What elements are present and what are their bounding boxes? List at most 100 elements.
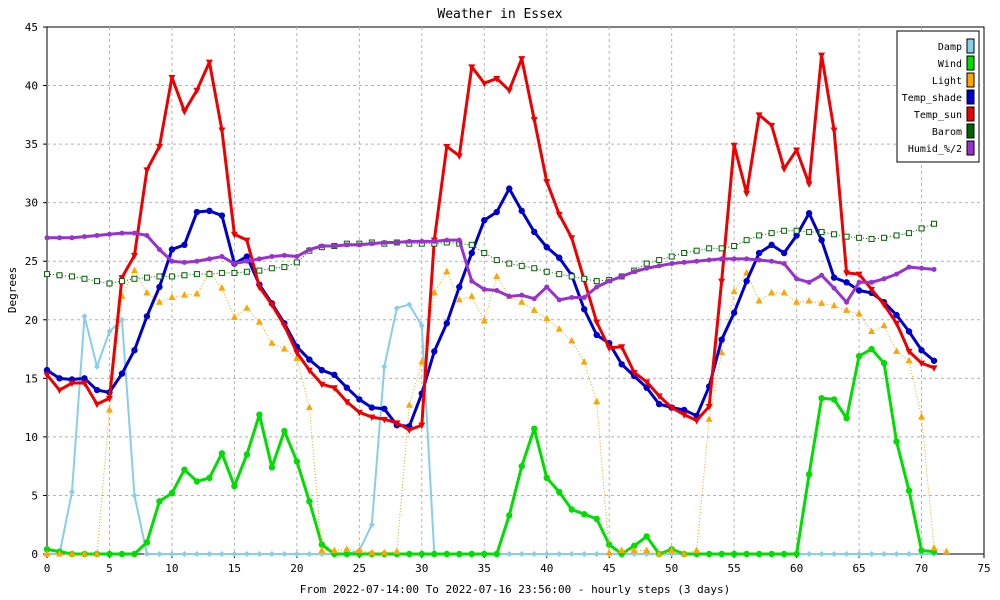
data-point (818, 299, 826, 306)
data-point (394, 239, 400, 245)
legend-label: Barom (932, 127, 962, 138)
data-point (218, 127, 226, 135)
data-point (181, 551, 188, 557)
data-point (156, 283, 163, 291)
data-point (356, 242, 362, 248)
data-point (480, 316, 488, 324)
data-point (218, 551, 225, 557)
data-point (443, 550, 450, 558)
data-point (855, 309, 863, 317)
data-point (294, 254, 300, 260)
data-point (868, 327, 876, 334)
data-point (243, 253, 251, 260)
data-point (518, 551, 525, 557)
data-point (543, 551, 550, 557)
legend-label: Light (932, 76, 962, 87)
data-point (730, 287, 738, 295)
legend-label: Damp (938, 42, 962, 53)
data-point (555, 325, 563, 332)
data-point (293, 458, 301, 465)
data-point (593, 397, 601, 405)
data-point (56, 235, 62, 241)
data-point (769, 258, 775, 264)
data-point (168, 74, 176, 82)
data-point (456, 283, 463, 291)
data-point (893, 311, 900, 319)
legend-label: Temp_sun (914, 110, 962, 121)
data-point (381, 405, 388, 412)
data-point (556, 488, 563, 496)
data-point (318, 366, 326, 374)
data-point (931, 266, 937, 272)
data-point (206, 551, 213, 557)
data-point (206, 271, 213, 278)
data-point (193, 478, 201, 485)
data-point (780, 288, 788, 296)
data-point (55, 550, 63, 557)
data-point (906, 551, 913, 557)
data-point (531, 265, 538, 272)
data-point (705, 550, 713, 558)
series-humid-2 (44, 230, 937, 305)
data-point (319, 243, 325, 249)
legend-label: Temp_shade (902, 93, 962, 104)
data-point (543, 314, 551, 322)
data-point (331, 243, 337, 249)
data-point (156, 551, 163, 557)
data-point (406, 550, 413, 558)
data-point (106, 550, 113, 558)
x-tick-label: 30 (415, 562, 428, 575)
data-point (430, 288, 438, 296)
data-point (330, 546, 338, 553)
data-point (580, 357, 588, 365)
data-point (831, 285, 837, 291)
data-point (506, 512, 513, 519)
data-point (405, 401, 413, 408)
data-point (805, 181, 813, 188)
data-point (718, 245, 725, 252)
data-point (868, 345, 875, 353)
data-point (531, 228, 538, 236)
y-tick-label: 25 (25, 255, 38, 268)
data-point (431, 238, 437, 244)
data-point (669, 261, 675, 267)
legend-swatch (966, 89, 975, 105)
data-point (468, 249, 475, 257)
data-point (443, 143, 451, 151)
data-point (893, 438, 900, 445)
data-point (118, 550, 126, 558)
data-point (143, 167, 151, 174)
data-point (456, 550, 463, 558)
data-point (205, 59, 213, 67)
y-axis-label: Degrees (6, 267, 19, 313)
data-point (855, 271, 863, 279)
data-point (130, 266, 138, 274)
data-point (880, 302, 888, 309)
data-point (693, 417, 701, 425)
data-point (681, 259, 687, 265)
data-point (880, 359, 888, 367)
data-point (206, 207, 213, 215)
data-point (794, 276, 800, 282)
data-point (218, 450, 226, 457)
data-point (93, 363, 100, 370)
data-point (756, 257, 762, 263)
data-point (469, 278, 475, 284)
data-point (393, 420, 401, 427)
data-point (893, 320, 901, 328)
data-point (343, 384, 351, 391)
data-point (131, 347, 138, 354)
data-point (880, 321, 888, 329)
data-point (894, 271, 900, 277)
data-point (268, 464, 276, 471)
data-point (455, 153, 463, 160)
legend: Damp Wind Light Temp_shade Temp_sun Barom Humi… (896, 30, 980, 163)
data-point (843, 270, 851, 277)
data-point (481, 217, 488, 224)
data-point (506, 185, 513, 192)
data-point (768, 241, 775, 249)
data-point (780, 550, 788, 558)
data-point (380, 416, 388, 424)
data-point (569, 295, 575, 301)
